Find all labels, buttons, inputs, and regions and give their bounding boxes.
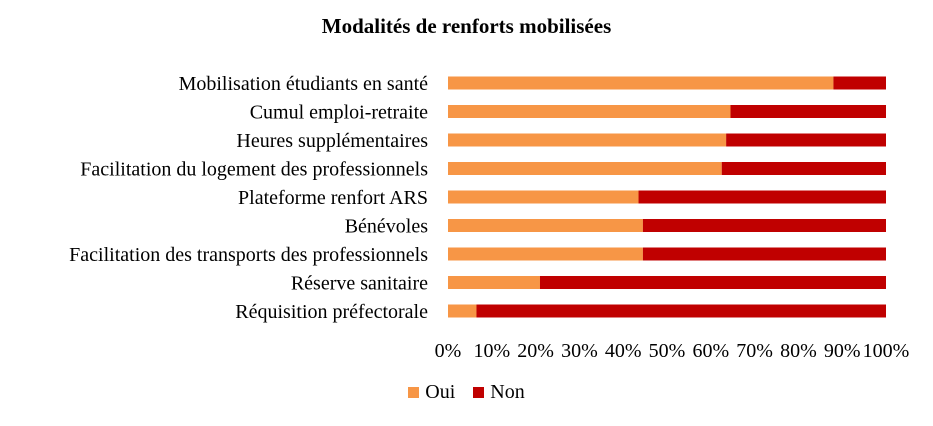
bar-non-facilitation-du-logement-des-professionnels xyxy=(721,162,886,175)
x-tick-label: 70% xyxy=(736,340,773,362)
category-label-facilitation-des-transports-des-professionnels: Facilitation des transports des professi… xyxy=(69,244,428,266)
category-label-mobilisation-etudiants-en-sante: Mobilisation étudiants en santé xyxy=(179,73,429,95)
x-tick-label: 40% xyxy=(605,340,642,362)
bar-non-mobilisation-etudiants-en-sante xyxy=(833,76,886,90)
category-label-requisition-prefectorale: Réquisition préfectorale xyxy=(235,301,428,323)
bar-oui-reserve-sanitaire xyxy=(448,276,540,289)
legend-item-oui: Oui xyxy=(408,381,455,404)
legend-label-non: Non xyxy=(490,381,525,403)
x-tick-label: 100% xyxy=(863,340,910,362)
bar-oui-heures-supplementaires xyxy=(448,133,727,147)
category-label-heures-supplementaires: Heures supplémentaires xyxy=(236,130,428,152)
bar-oui-requisition-prefectorale xyxy=(448,304,477,318)
legend-item-non: Non xyxy=(473,381,525,404)
bar-oui-facilitation-des-transports-des-professionnels xyxy=(448,247,643,261)
legend-swatch-non xyxy=(473,387,485,398)
bar-oui-facilitation-du-logement-des-professionnels xyxy=(448,162,722,175)
x-tick-label: 10% xyxy=(473,340,510,362)
bar-non-heures-supplementaires xyxy=(726,133,886,147)
x-tick-label: 50% xyxy=(649,340,686,362)
x-tick-label: 90% xyxy=(824,340,861,362)
bar-non-cumul-emploi-retraite xyxy=(730,105,886,118)
category-label-plateforme-renfort-ars: Plateforme renfort ARS xyxy=(238,187,428,209)
bar-non-benevoles xyxy=(642,219,886,232)
bar-non-facilitation-des-transports-des-professionnels xyxy=(642,247,886,261)
category-label-benevoles: Bénévoles xyxy=(345,216,429,238)
bar-oui-cumul-emploi-retraite xyxy=(448,105,731,118)
x-tick-label: 60% xyxy=(692,340,729,362)
bar-non-reserve-sanitaire xyxy=(539,276,886,289)
category-label-cumul-emploi-retraite: Cumul emploi-retraite xyxy=(250,102,428,124)
legend-swatch-oui xyxy=(408,387,420,398)
bar-oui-mobilisation-etudiants-en-sante xyxy=(448,76,834,90)
bar-oui-plateforme-renfort-ars xyxy=(448,190,639,204)
legend-label-oui: Oui xyxy=(425,381,456,403)
bar-non-requisition-prefectorale xyxy=(476,304,886,318)
category-label-reserve-sanitaire: Réserve sanitaire xyxy=(291,273,428,295)
x-tick-label: 20% xyxy=(517,340,554,362)
bar-non-plateforme-renfort-ars xyxy=(638,190,886,204)
x-tick-label: 0% xyxy=(435,340,462,362)
category-label-facilitation-du-logement-des-professionnels: Facilitation du logement des professionn… xyxy=(80,159,428,181)
x-tick-label: 30% xyxy=(561,340,598,362)
bar-oui-benevoles xyxy=(448,219,643,232)
chart-title: Modalités de renforts mobilisées xyxy=(321,14,612,38)
x-tick-label: 80% xyxy=(780,340,817,362)
legend: Oui Non xyxy=(0,381,933,404)
